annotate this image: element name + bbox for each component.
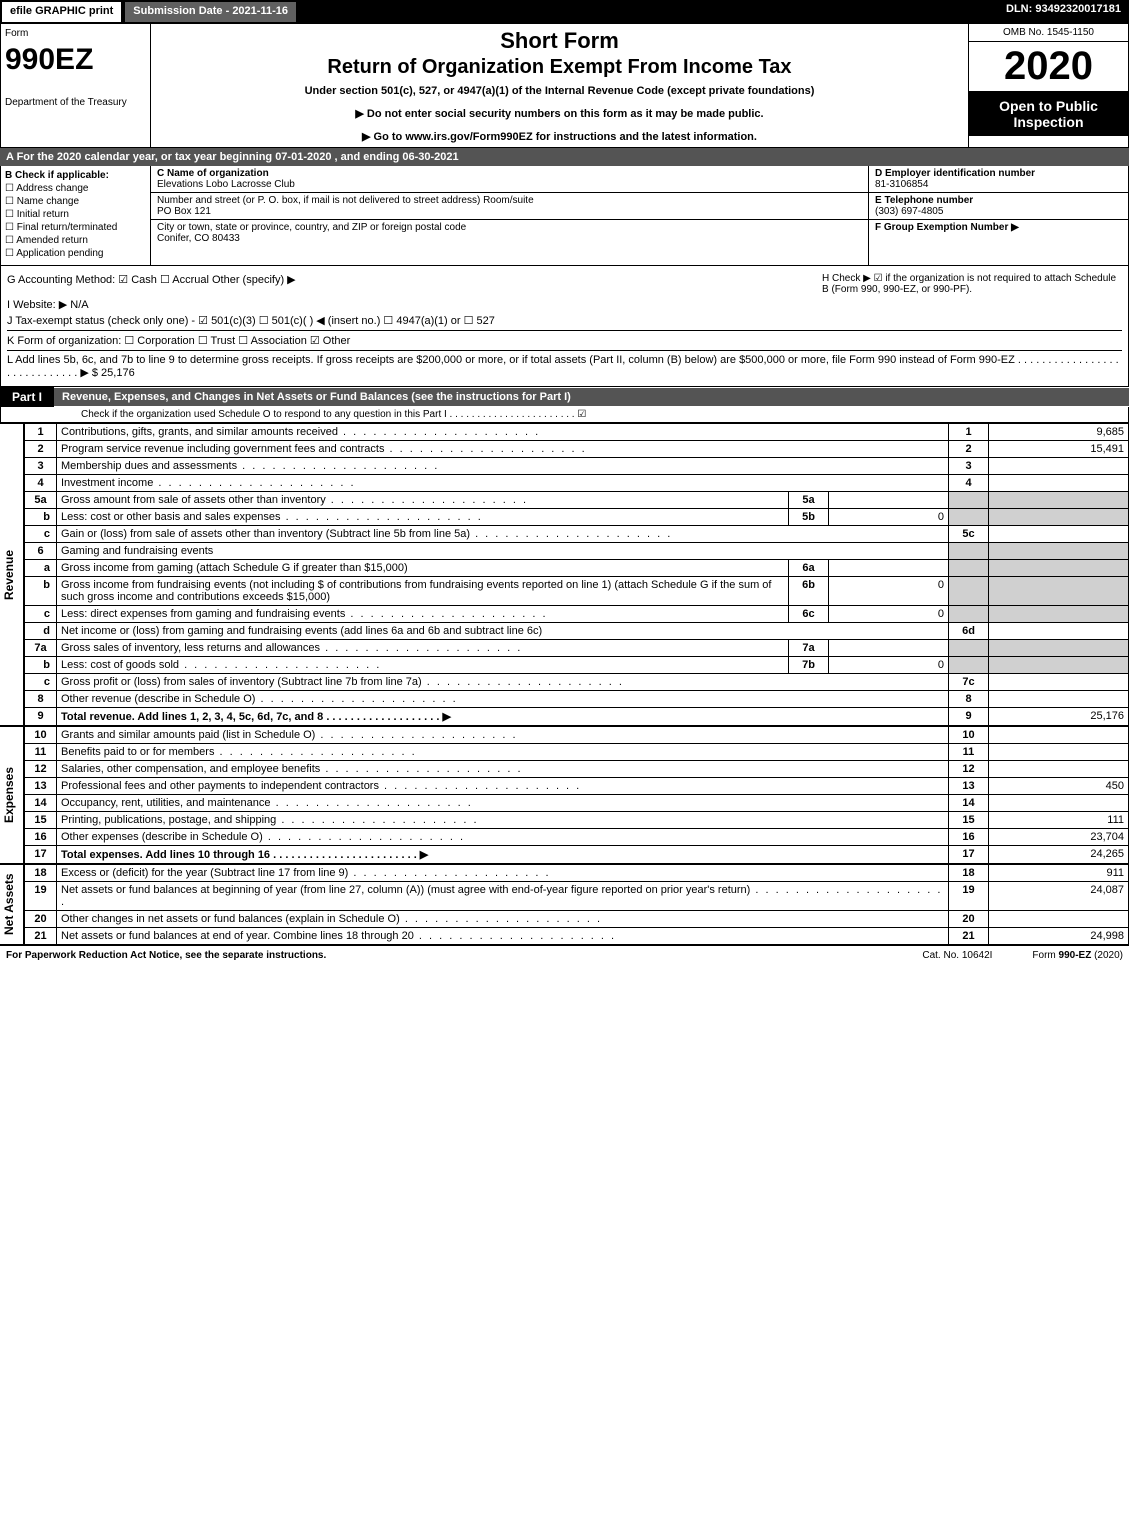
submission-date-button[interactable]: Submission Date - 2021-11-16 — [123, 0, 298, 24]
netassets-table: 18Excess or (deficit) for the year (Subt… — [24, 864, 1129, 945]
label-ein: D Employer identification number — [875, 168, 1035, 179]
goto-link[interactable]: ▶ Go to www.irs.gov/Form990EZ for instru… — [155, 130, 964, 143]
revenue-table: 1Contributions, gifts, grants, and simil… — [24, 423, 1129, 726]
title-return: Return of Organization Exempt From Incom… — [155, 56, 964, 79]
department-label: Department of the Treasury — [5, 97, 146, 108]
chk-amended-return[interactable]: ☐ Amended return — [5, 235, 146, 246]
ein-value: 81-3106854 — [875, 179, 928, 190]
form-ref: Form 990-EZ (2020) — [1032, 950, 1123, 961]
chk-name-change[interactable]: ☐ Name change — [5, 196, 146, 207]
line-k: K Form of organization: ☐ Corporation ☐ … — [7, 330, 1122, 347]
line-j: J Tax-exempt status (check only one) - ☑… — [7, 314, 1122, 327]
label-city: City or town, state or province, country… — [157, 222, 466, 233]
info-g-to-l: G Accounting Method: ☑ Cash ☐ Accrual Ot… — [0, 266, 1129, 387]
line-l: L Add lines 5b, 6c, and 7b to line 9 to … — [7, 350, 1122, 379]
val-2: 15,491 — [989, 441, 1129, 458]
expenses-label: Expenses — [0, 726, 24, 864]
val-16: 23,704 — [989, 829, 1129, 846]
footer: For Paperwork Reduction Act Notice, see … — [0, 945, 1129, 965]
part1-tab: Part I — [0, 387, 54, 407]
part1-title: Revenue, Expenses, and Changes in Net As… — [54, 388, 1129, 406]
part1-note: Check if the organization used Schedule … — [0, 407, 1129, 423]
val-18: 911 — [989, 865, 1129, 882]
label-phone: E Telephone number — [875, 195, 973, 206]
val-6c: 0 — [829, 606, 949, 623]
form-header: Form 990EZ Department of the Treasury Sh… — [0, 24, 1129, 148]
omb-number: OMB No. 1545-1150 — [969, 24, 1128, 42]
city-state-zip: Conifer, CO 80433 — [157, 233, 240, 244]
val-1: 9,685 — [989, 424, 1129, 441]
box-b: B Check if applicable: ☐ Address change … — [1, 166, 151, 265]
val-21: 24,998 — [989, 928, 1129, 945]
val-7b: 0 — [829, 657, 949, 674]
form-number: 990EZ — [5, 43, 146, 77]
val-9: 25,176 — [989, 708, 1129, 726]
val-17: 24,265 — [989, 846, 1129, 864]
revenue-label: Revenue — [0, 423, 24, 726]
org-name: Elevations Lobo Lacrosse Club — [157, 179, 295, 190]
val-5b: 0 — [829, 509, 949, 526]
phone-value: (303) 697-4805 — [875, 206, 943, 217]
chk-initial-return[interactable]: ☐ Initial return — [5, 209, 146, 220]
val-6b: 0 — [829, 577, 949, 606]
part1-header: Part I Revenue, Expenses, and Changes in… — [0, 387, 1129, 407]
band-a: A For the 2020 calendar year, or tax yea… — [0, 148, 1129, 166]
box-b-title: B Check if applicable: — [5, 170, 109, 181]
cat-no: Cat. No. 10642I — [922, 950, 992, 961]
top-bar: efile GRAPHIC print Submission Date - 20… — [0, 0, 1129, 24]
chk-final-return[interactable]: ☐ Final return/terminated — [5, 222, 146, 233]
line-g: G Accounting Method: ☑ Cash ☐ Accrual Ot… — [7, 273, 822, 295]
chk-application-pending[interactable]: ☐ Application pending — [5, 248, 146, 259]
tax-year: 2020 — [969, 42, 1128, 92]
title-short-form: Short Form — [155, 28, 964, 54]
val-15: 111 — [989, 812, 1129, 829]
label-address: Number and street (or P. O. box, if mail… — [157, 195, 534, 206]
box-c: C Name of organization Elevations Lobo L… — [151, 166, 868, 265]
ssn-warning: ▶ Do not enter social security numbers o… — [155, 107, 964, 120]
subtitle: Under section 501(c), 527, or 4947(a)(1)… — [155, 85, 964, 97]
label-org-name: C Name of organization — [157, 168, 269, 179]
label-group-exemption: F Group Exemption Number ▶ — [875, 222, 1019, 233]
paperwork-notice: For Paperwork Reduction Act Notice, see … — [6, 950, 326, 961]
expenses-table: 10Grants and similar amounts paid (list … — [24, 726, 1129, 864]
efile-print-button[interactable]: efile GRAPHIC print — [0, 0, 123, 24]
dln-label: DLN: 93492320017181 — [998, 0, 1129, 24]
form-word: Form — [5, 28, 146, 39]
address: PO Box 121 — [157, 206, 211, 217]
val-13: 450 — [989, 778, 1129, 795]
line-h: H Check ▶ ☑ if the organization is not r… — [822, 273, 1122, 295]
open-to-public: Open to Public Inspection — [969, 92, 1128, 136]
section-bcdef: B Check if applicable: ☐ Address change … — [0, 166, 1129, 266]
line-i: I Website: ▶ N/A — [7, 298, 1122, 311]
val-19: 24,087 — [989, 882, 1129, 911]
netassets-label: Net Assets — [0, 864, 24, 945]
chk-address-change[interactable]: ☐ Address change — [5, 183, 146, 194]
box-def: D Employer identification number 81-3106… — [868, 166, 1128, 265]
